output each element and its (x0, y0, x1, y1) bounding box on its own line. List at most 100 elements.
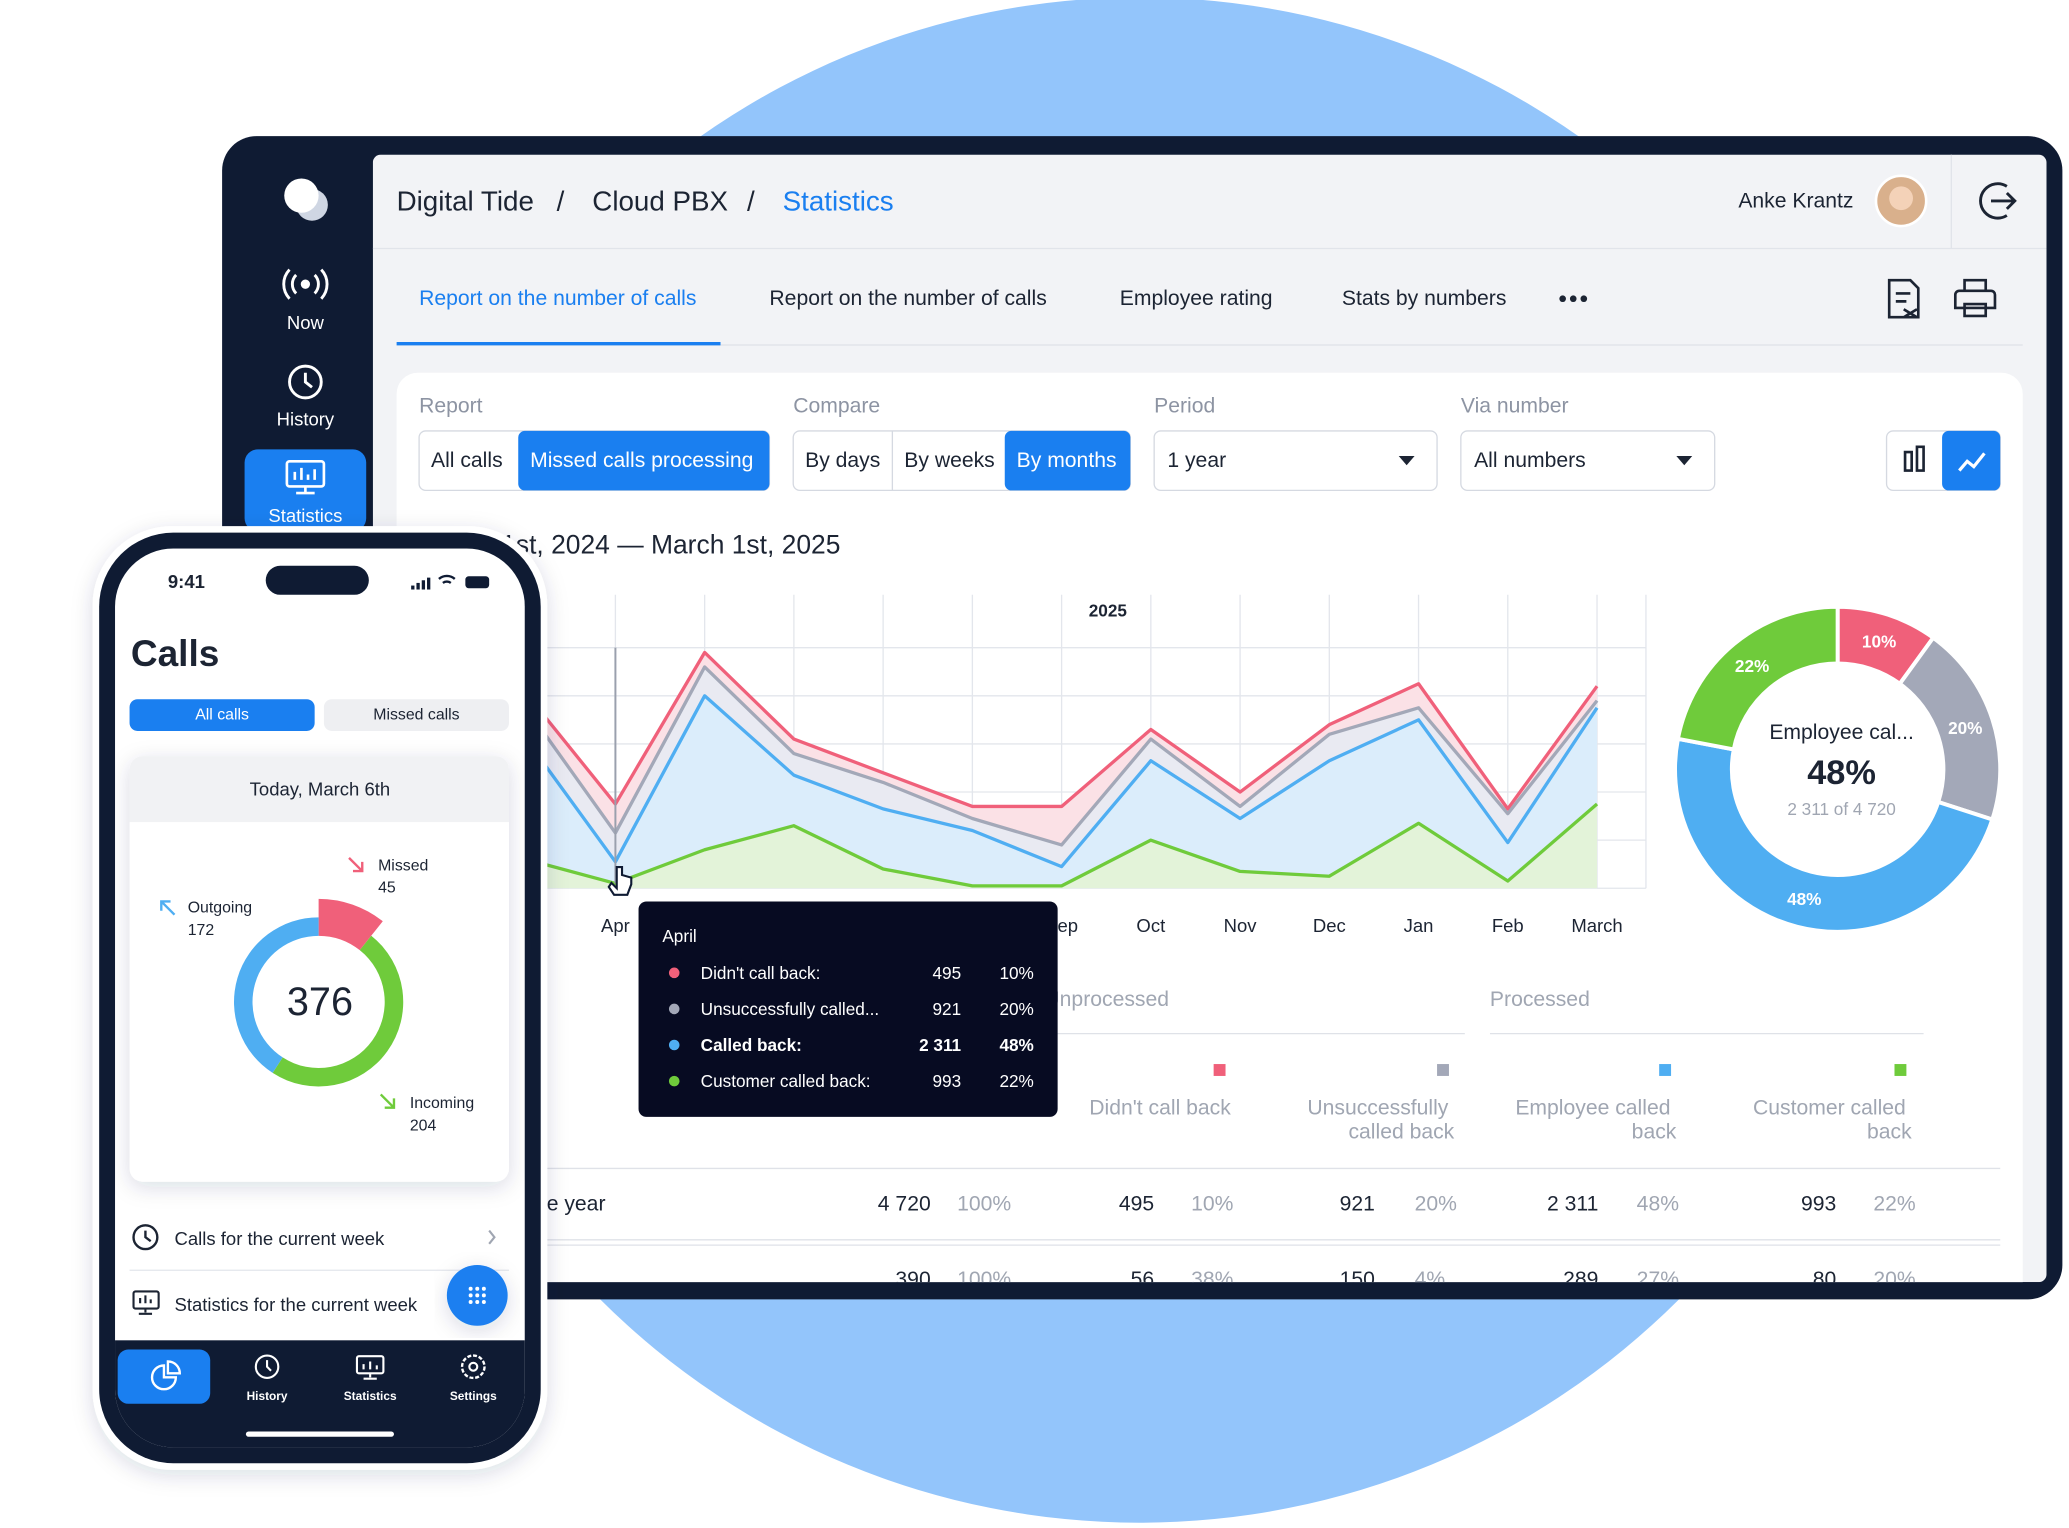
card-header (129, 756, 509, 823)
cell-value: 80 (1813, 1268, 1837, 1291)
dropdown-arrow (1398, 456, 1415, 466)
battery (465, 576, 490, 589)
tab[interactable]: Report on the number of calls (419, 287, 696, 310)
tab-label: History (247, 1389, 288, 1403)
cell-share: 27% (1637, 1268, 1680, 1291)
tab[interactable]: Stats by numbers (1342, 287, 1507, 310)
dropdown-value: All numbers (1474, 449, 1586, 472)
series-line (524, 694, 1599, 869)
table-group: Unprocessed (1044, 988, 1169, 1011)
legend-label: Incoming (410, 1095, 474, 1112)
dialpad-button[interactable] (446, 1264, 508, 1326)
filter-option[interactable]: All calls (431, 449, 503, 472)
segment-label[interactable]: Missed calls (373, 707, 459, 724)
cell-value: 2 311 (1547, 1193, 1598, 1216)
segment-label[interactable]: All calls (195, 707, 249, 724)
signal-bar (411, 585, 415, 590)
dropdown[interactable] (1153, 430, 1438, 492)
menu-item[interactable]: Calls for the current week (132, 1224, 496, 1251)
column-header-line: Unsuccessfully (1307, 1096, 1454, 1119)
column-header-line: called back (1348, 1120, 1454, 1143)
tooltip-title: April (662, 926, 696, 946)
tab-icon (460, 1354, 486, 1380)
sidebar-item[interactable]: Now (282, 268, 329, 333)
chevron (488, 1229, 496, 1245)
column-header: Customer called back (1753, 1096, 1912, 1143)
menu-item[interactable]: Statistics for the current week (132, 1290, 418, 1315)
menu-label: Statistics for the current week (175, 1294, 418, 1315)
print-button[interactable] (1953, 278, 1997, 318)
logout-button[interactable] (1979, 182, 2017, 220)
legend-value: 204 (410, 1118, 437, 1135)
tooltip-value: 495 (932, 963, 961, 983)
tooltip-value: 993 (932, 1071, 961, 1091)
cell-value: 495 (1119, 1193, 1154, 1216)
menu-label: Calls for the current week (175, 1228, 386, 1249)
filter-option[interactable]: Missed calls processing (530, 449, 753, 472)
home-indicator (245, 1431, 394, 1437)
legend-arrow (379, 1093, 396, 1109)
sidebar-item[interactable]: History (277, 364, 335, 430)
filter-option[interactable]: By months (1017, 449, 1117, 472)
column-header: Didn't call back (1089, 1096, 1231, 1119)
dashboard: Digital Tide / Cloud PBX / Statistics Anke Kr… (222, 136, 2063, 1300)
tab[interactable]: Report on the number of calls (769, 287, 1046, 310)
monitor-icon (138, 1295, 153, 1315)
dot (1569, 295, 1577, 303)
tab-item[interactable]: History (247, 1354, 288, 1403)
signal-bar (427, 577, 431, 590)
donut-title: Employee cal... (1769, 721, 1914, 744)
segment[interactable] (323, 699, 509, 731)
column-marker (1894, 1064, 1907, 1076)
chart-toggle-active[interactable] (1942, 430, 2001, 491)
fab-dot (475, 1293, 480, 1298)
tooltip-value: 2 311 (919, 1035, 961, 1055)
dropdown[interactable] (1460, 430, 1716, 492)
legend-label: Missed (378, 857, 428, 874)
line-chart-icon (1958, 452, 1986, 472)
dynamic-island (265, 565, 369, 595)
breadcrumb-item[interactable]: Cloud PBX (592, 185, 728, 216)
tab-icon (362, 1361, 378, 1380)
tooltip-label: Customer called back: (701, 1071, 871, 1091)
logo-circle (284, 178, 319, 213)
filter-option[interactable]: By weeks (904, 449, 994, 472)
tooltip-share: 10% (999, 963, 1033, 983)
filter-option[interactable]: By days (805, 449, 880, 472)
button-active (1004, 430, 1131, 491)
icon-history (288, 364, 323, 400)
breadcrumb-item[interactable]: Digital Tide (397, 185, 534, 216)
clock-icon (132, 1224, 159, 1251)
phone: Missed 45 Incoming 204 Outgoing 172 376 9:41 Cal… (92, 526, 548, 1470)
donut-segment (1673, 736, 1995, 934)
fab-dot (468, 1286, 473, 1291)
tooltip-box (638, 901, 1058, 1117)
icon-now (282, 268, 329, 300)
filter-label: Report (419, 394, 483, 417)
xls-icon (1887, 278, 1920, 319)
tab[interactable]: Employee rating (1120, 287, 1273, 310)
cell-value: 993 (1801, 1193, 1836, 1216)
segment-active[interactable] (129, 699, 315, 731)
donut-chart: Missed 45 Incoming 204 Outgoing 172 376 (160, 857, 474, 1135)
export-xls-button[interactable] (1887, 278, 1920, 319)
fab-dot (475, 1299, 480, 1304)
cell-value: 390 (895, 1268, 930, 1291)
wifi-icon (438, 574, 456, 584)
x-tick-label: Dec (1313, 915, 1346, 936)
more-tabs[interactable] (1559, 295, 1588, 303)
tab-icon (150, 1360, 181, 1391)
tab-item[interactable]: Statistics (344, 1355, 397, 1403)
series-line (525, 802, 1599, 888)
card-date: Today, March 6th (250, 779, 391, 800)
print-icon (1953, 278, 1997, 318)
sidebar-item[interactable]: Statistics (268, 459, 342, 526)
breadcrumb-separator: / (557, 185, 565, 216)
tab-label: Statistics (344, 1389, 397, 1403)
cell-value: 289 (1563, 1268, 1598, 1291)
tab-item[interactable]: Settings (450, 1354, 497, 1403)
cursor-icon (607, 866, 633, 896)
column-header-line: Customer called (1753, 1096, 1912, 1119)
